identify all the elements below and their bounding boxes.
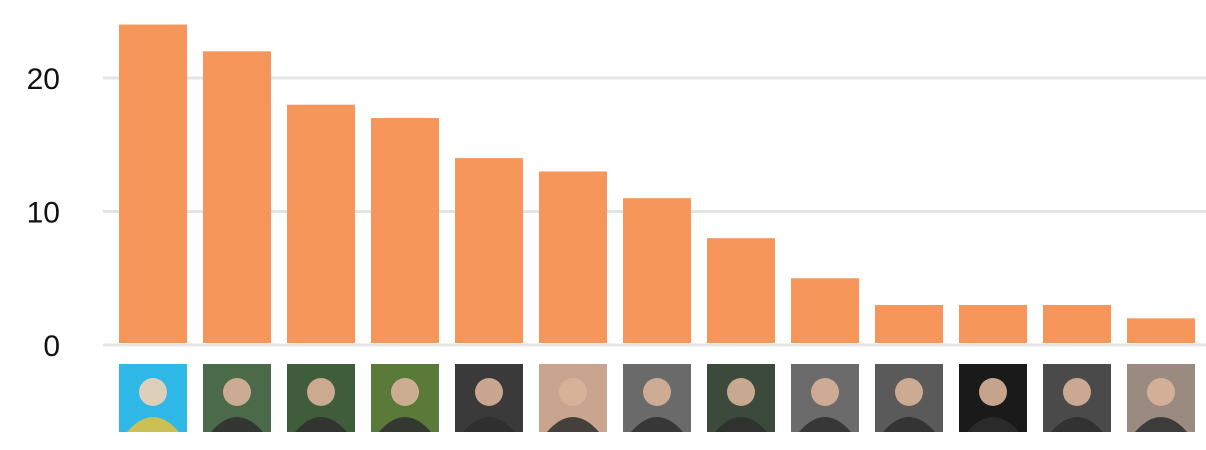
bar (119, 24, 187, 343)
avatar-head-icon (979, 378, 1007, 406)
avatar-shoulders-icon (211, 417, 263, 432)
avatar-head-icon (1063, 378, 1091, 406)
avatar-head-icon (391, 378, 419, 406)
bar (1127, 318, 1195, 343)
avatar-head-icon (223, 378, 251, 406)
avatar-head-icon (475, 378, 503, 406)
avatar-shoulders-icon (463, 417, 515, 432)
bar (287, 104, 355, 343)
avatar-shoulders-icon (1135, 417, 1187, 432)
contributor-12-avatar (1043, 364, 1111, 432)
contributor-9-avatar (791, 364, 859, 432)
avatar-head-icon (727, 378, 755, 406)
y-tick-label: 0 (43, 330, 60, 363)
avatar-head-icon (895, 378, 923, 406)
contributor-10-avatar (875, 364, 943, 432)
avatar-shoulders-icon (799, 417, 851, 432)
y-tick-label: 10 (27, 197, 60, 230)
bar (1043, 304, 1111, 343)
bar (707, 238, 775, 343)
avatar-head-icon (139, 378, 167, 406)
avatar-shoulders-icon (631, 417, 683, 432)
contributor-4-avatar (371, 364, 439, 432)
avatar-shoulders-icon (379, 417, 431, 432)
bar (455, 158, 523, 343)
contributor-6-avatar (539, 364, 607, 432)
contributor-2-avatar (203, 364, 271, 432)
contributor-5-avatar (455, 364, 523, 432)
avatar-head-icon (1147, 378, 1175, 406)
avatar-head-icon (307, 378, 335, 406)
bar (875, 304, 943, 343)
avatar-shoulders-icon (1051, 417, 1103, 432)
bar (791, 278, 859, 343)
avatar-shoulders-icon (967, 417, 1019, 432)
avatar-shoulders-icon (715, 417, 767, 432)
bar (959, 304, 1027, 343)
avatar-head-icon (559, 378, 587, 406)
contributor-3-avatar (287, 364, 355, 432)
avatar-head-icon (811, 378, 839, 406)
bar (623, 198, 691, 343)
y-tick-label: 20 (27, 63, 60, 96)
contributor-8-avatar (707, 364, 775, 432)
avatar-shoulders-icon (547, 417, 599, 432)
avatar-shoulders-icon (295, 417, 347, 432)
bar (371, 118, 439, 343)
contributor-7-avatar (623, 364, 691, 432)
bar (539, 171, 607, 343)
avatar-head-icon (643, 378, 671, 406)
avatar-shoulders-icon (127, 417, 179, 432)
avatar-shoulders-icon (883, 417, 935, 432)
bar (203, 51, 271, 344)
contributor-11-avatar (959, 364, 1027, 432)
contributor-1-avatar (119, 364, 187, 432)
contributor-13-avatar (1127, 364, 1195, 432)
